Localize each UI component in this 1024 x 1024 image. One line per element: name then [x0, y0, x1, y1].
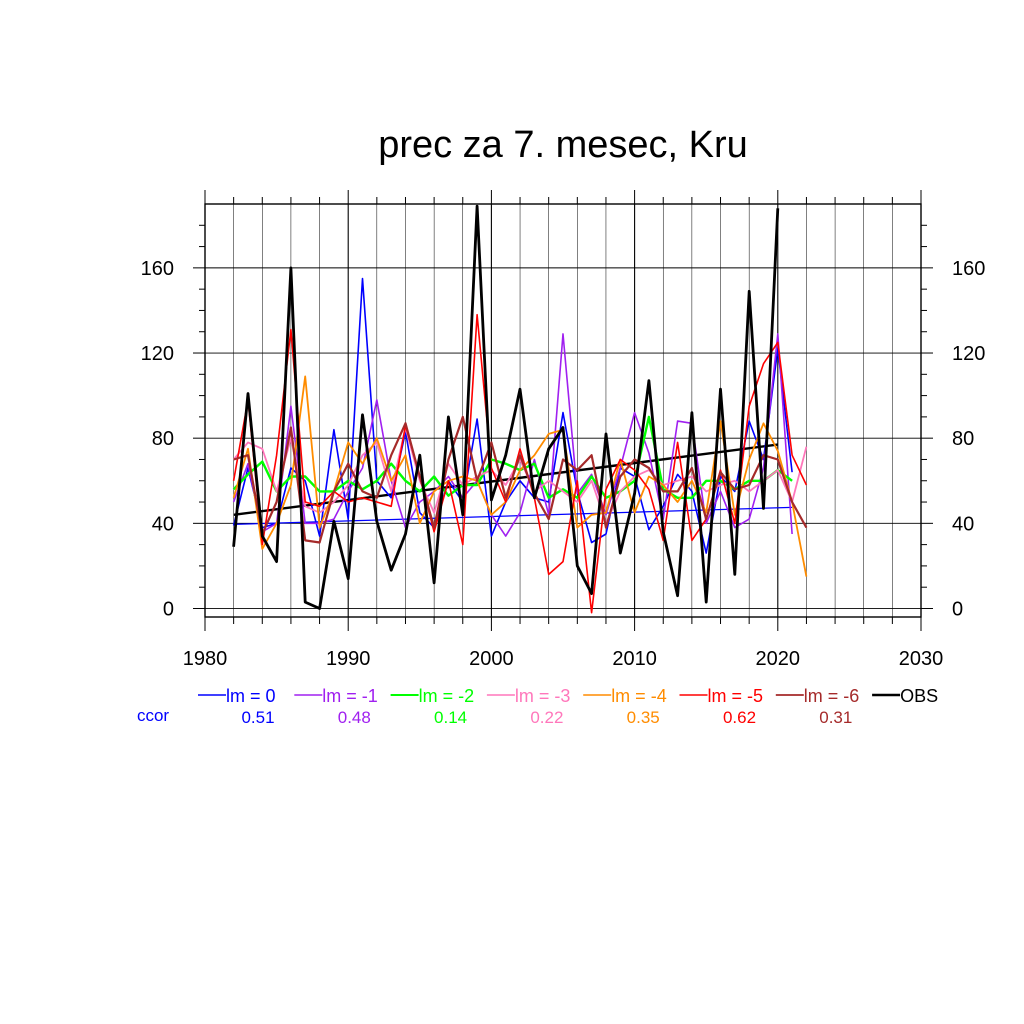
legend-entry: OBS: [900, 686, 938, 706]
series-line: [232, 333, 793, 537]
y-tick-label-right: 80: [952, 428, 974, 450]
series-line: [232, 204, 780, 610]
y-tick-label-left: 80: [152, 428, 174, 450]
y-tick-label-left: 160: [141, 258, 174, 280]
legend-ccor-value: 0.51: [241, 708, 274, 727]
x-tick-label: 1980: [183, 648, 228, 670]
ccor-label: ccor: [137, 706, 169, 725]
legend-ccor-value: 0.62: [723, 708, 756, 727]
y-tick-label-left: 40: [152, 513, 174, 535]
x-tick-label: 2030: [899, 648, 944, 670]
y-tick-label-right: 40: [952, 513, 974, 535]
y-tick-label-left: 120: [141, 343, 174, 365]
y-tick-label-right: 160: [952, 258, 985, 280]
legend-entry: lm = -1: [322, 686, 378, 706]
axis-ticks: [193, 190, 933, 631]
legend-entry: lm = -6: [804, 686, 860, 706]
legend-entry: lm = -5: [708, 686, 764, 706]
legend-ccor-value: 0.31: [819, 708, 852, 727]
legend-ccor-value: 0.35: [627, 708, 660, 727]
legend-entry: lm = -4: [611, 686, 667, 706]
legend-ccor-value: 0.48: [338, 708, 371, 727]
y-tick-label-right: 0: [952, 598, 963, 620]
x-tick-label: 1990: [326, 648, 371, 670]
plot-frame: [204, 203, 922, 618]
x-tick-label: 2010: [612, 648, 657, 670]
legend-ccor-value: 0.22: [530, 708, 563, 727]
y-tick-label-left: 0: [163, 598, 174, 620]
chart-title: prec za 7. mesec, Kru: [378, 124, 748, 166]
x-tick-label: 2000: [469, 648, 514, 670]
series-line: [233, 415, 808, 544]
series-lines: [232, 204, 808, 614]
x-tick-label: 2020: [756, 648, 801, 670]
legend-entry: lm = -3: [515, 686, 571, 706]
grid: [205, 204, 921, 617]
legend-ccor-value: 0.14: [434, 708, 467, 727]
axis-tick-labels: 1980 1990 2000 2010 2020 2030 0 0 40 40 80 80 120 120…: [141, 258, 986, 670]
legend: ccor lm = 0 0.51 lm = -1 0.48 lm = -2 0.14 lm …: [137, 686, 938, 727]
y-tick-label-right: 120: [952, 343, 985, 365]
legend-entry: lm = 0: [226, 686, 276, 706]
legend-entry: lm = -2: [419, 686, 475, 706]
series-line: [232, 375, 808, 577]
